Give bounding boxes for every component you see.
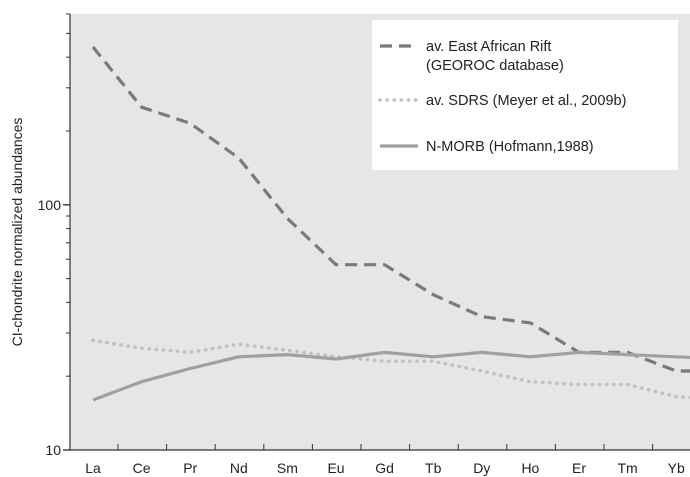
- x-tick-label: Ce: [133, 460, 151, 476]
- x-tick-label: Nd: [230, 460, 248, 476]
- x-tick-label: La: [85, 460, 101, 476]
- legend-label-3: N-MORB (Hofmann,1988): [426, 139, 594, 155]
- y-ticks: 10 100: [38, 13, 70, 458]
- series-line-3: [92, 350, 690, 402]
- x-tick-label: Gd: [375, 460, 394, 476]
- x-tick-label: Sm: [277, 460, 298, 476]
- x-tick-label: Eu: [327, 460, 344, 476]
- x-ticks: LaCePrNdSmEuGdTbDyHoErTmYbLu: [85, 444, 685, 476]
- y-tick-label: 10: [45, 442, 61, 458]
- series-line-2: [91, 338, 690, 400]
- x-tick-label: Pr: [183, 460, 197, 476]
- y-axis-label: CI-chondrite normalized abundances: [9, 118, 25, 347]
- legend-label-1: av. East African Rift: [426, 39, 551, 55]
- x-tick-label: Tb: [425, 460, 442, 476]
- x-tick-label: Tm: [617, 460, 637, 476]
- y-tick-label: 100: [38, 197, 62, 213]
- x-tick-label: Yb: [668, 460, 685, 476]
- legend-box: [372, 20, 678, 170]
- x-tick-label: Er: [572, 460, 586, 476]
- x-tick-label: Dy: [473, 460, 490, 476]
- series-lines: [91, 45, 690, 402]
- series-line-1: [91, 45, 690, 373]
- legend: av. East African Rift (GEOROC database) av…: [372, 20, 678, 170]
- legend-label-2: av. SDRS (Meyer et al., 2009b): [426, 93, 626, 109]
- legend-label-1: (GEOROC database): [426, 58, 564, 74]
- x-tick-label: Ho: [521, 460, 539, 476]
